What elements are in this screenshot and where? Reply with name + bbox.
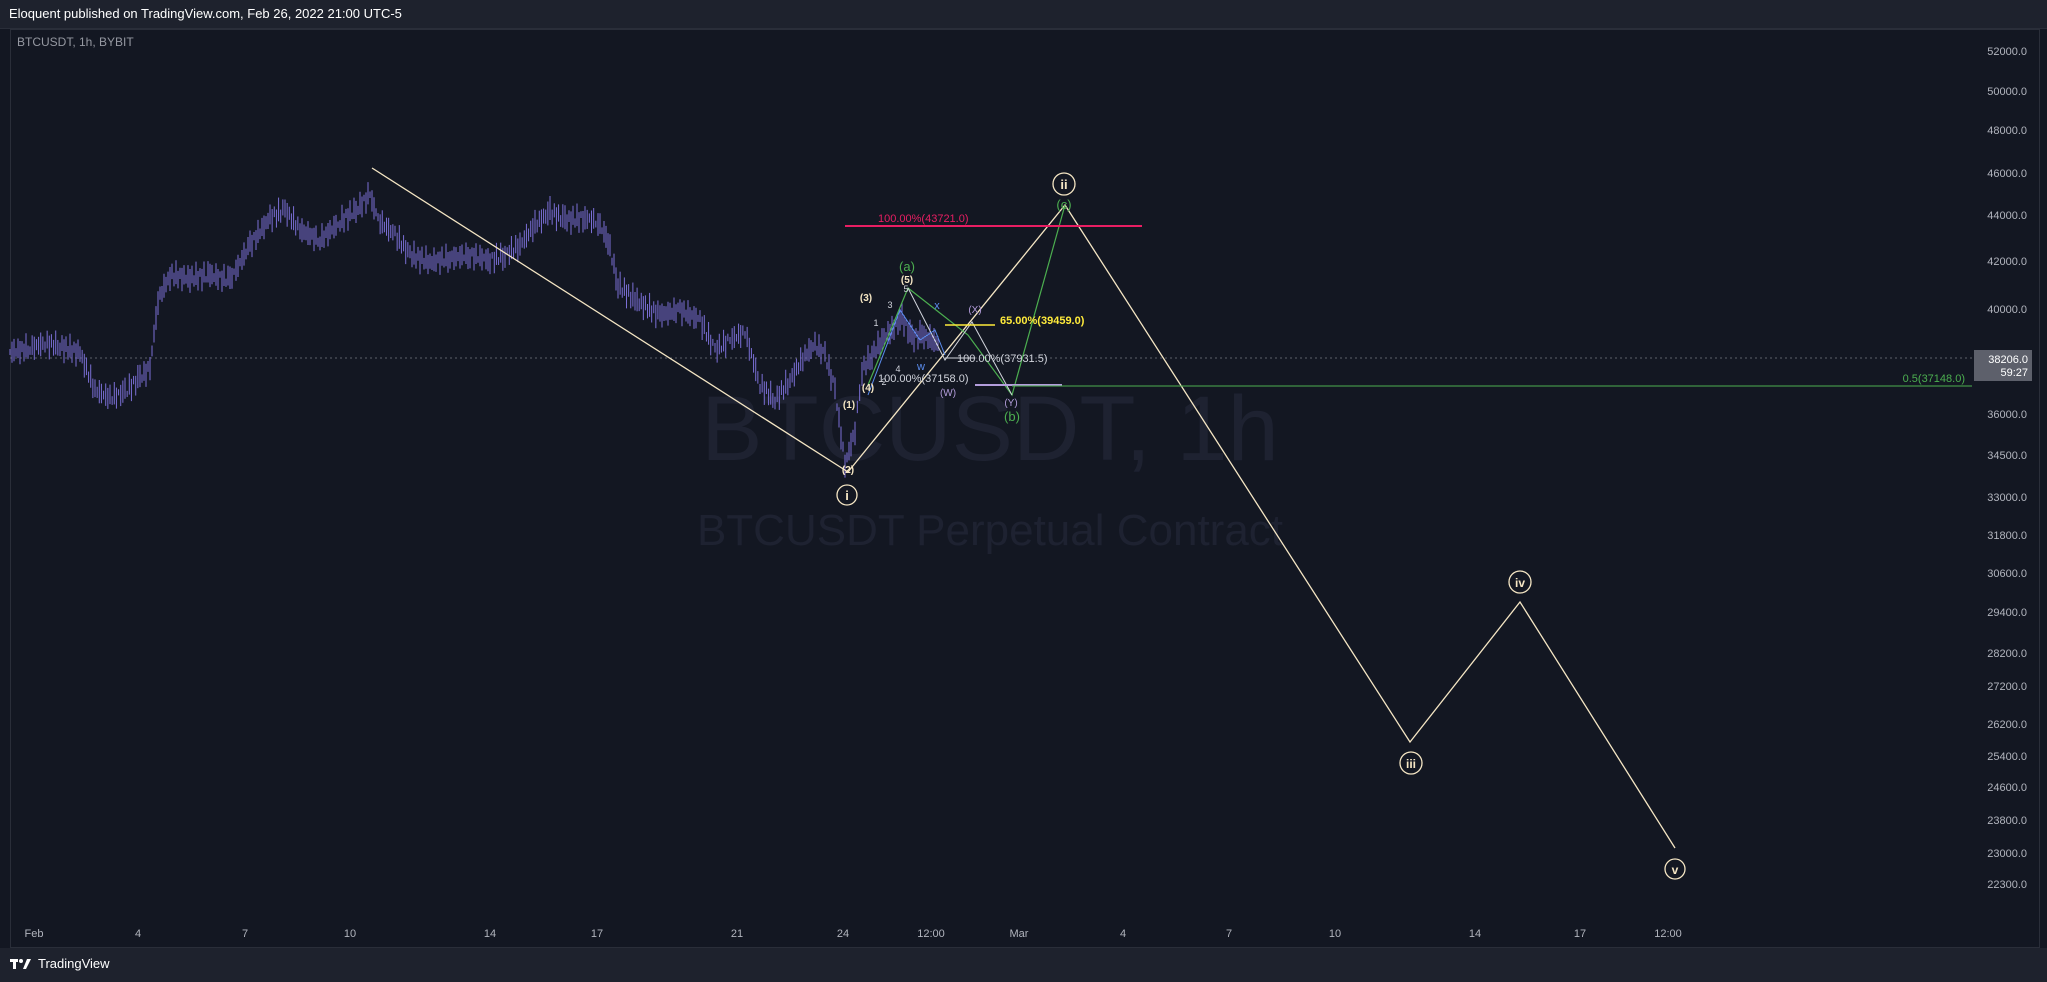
wxy-wave-line [907, 287, 1013, 396]
last-price-value: 38206.0 [1988, 354, 2028, 366]
wave-num-1: 1 [873, 318, 878, 328]
time-axis-label: 21 [731, 928, 743, 940]
price-axis-label: 31800.0 [1987, 530, 2027, 542]
wave-label-4: (4) [862, 383, 874, 394]
publish-title: Eloquent published on TradingView.com, F… [9, 6, 402, 21]
price-axis-label: 44000.0 [1987, 210, 2027, 222]
price-axis-label: 40000.0 [1987, 304, 2027, 316]
price-axis-label: 22300.0 [1987, 879, 2027, 891]
wave-label-w-small: w [916, 361, 925, 373]
trend-line [371, 167, 849, 473]
time-axis-label: 10 [1329, 928, 1341, 940]
price-axis-label: 50000.0 [1987, 86, 2027, 98]
wave-num-3: 3 [887, 300, 892, 310]
wave-label-c: (c) [1056, 197, 1071, 212]
tradingview-logo-icon [10, 958, 31, 969]
wave-label-a: (a) [899, 259, 915, 274]
time-axis-label: Feb [25, 928, 44, 940]
svg-text:iv: iv [1515, 576, 1525, 590]
wave-label-W: (W) [940, 388, 956, 399]
time-axis-label: 14 [1469, 928, 1481, 940]
time-axis-label: 14 [484, 928, 496, 940]
wave-num-4: 4 [895, 364, 900, 374]
wave-label-3: (3) [860, 293, 872, 304]
price-axis-label: 29400.0 [1987, 607, 2027, 619]
price-axis-label: 23800.0 [1987, 815, 2027, 827]
price-axis-label: 33000.0 [1987, 492, 2027, 504]
inner-wave-line [867, 308, 946, 396]
time-axis-label: 24 [837, 928, 849, 940]
last-price-tag: 38206.0 59:27 [1974, 350, 2032, 381]
svg-text:i: i [845, 488, 849, 503]
wave-projection-line [847, 203, 1676, 849]
svg-text:v: v [1672, 863, 1679, 877]
wave-num-5: 5 [903, 284, 908, 294]
price-candles [9, 182, 939, 478]
price-axis-label: 26200.0 [1987, 719, 2027, 731]
time-axis-label: 12:00 [917, 928, 945, 940]
fib-red-label: 100.00%(43721.0) [878, 213, 969, 225]
wave-num-2: 2 [881, 377, 886, 387]
price-axis-label: 34500.0 [1987, 450, 2027, 462]
time-axis-label: 4 [1120, 928, 1126, 940]
footer-bar: TradingView [0, 948, 2047, 982]
wave-label-5: (5) [901, 275, 913, 286]
price-axis-label: 28200.0 [1987, 648, 2027, 660]
time-axis-label: 4 [135, 928, 141, 940]
wave-label-v: v [1664, 858, 1686, 880]
time-axis-label: 10 [344, 928, 356, 940]
price-axis[interactable]: 52000.0 50000.0 48000.0 46000.0 44000.0 42000… [1987, 46, 2027, 891]
time-axis-label: 7 [242, 928, 248, 940]
watermark-description: BTCUSDT Perpetual Contract [697, 506, 1283, 555]
fib-white-label-1: 100.00%(37931.5) [957, 353, 1048, 365]
wave-label-x-small: x [934, 300, 940, 312]
price-axis-label: 42000.0 [1987, 256, 2027, 268]
tradingview-logo[interactable]: TradingView [10, 956, 110, 971]
time-axis-label: 17 [591, 928, 603, 940]
wave-label-1: (1) [843, 400, 855, 411]
time-axis-label: 7 [1226, 928, 1232, 940]
svg-text:ii: ii [1060, 177, 1067, 192]
price-axis-label: 46000.0 [1987, 168, 2027, 180]
wave-label-b: (b) [1004, 409, 1020, 424]
symbol-info: BTCUSDT, 1h, BYBIT [17, 35, 134, 49]
wave-label-Y: (Y) [1004, 398, 1017, 409]
watermark-symbol: BTCUSDT, 1h [701, 378, 1279, 480]
price-axis-label: 48000.0 [1987, 125, 2027, 137]
time-axis-label: Mar [1010, 928, 1029, 940]
time-axis-label: 17 [1574, 928, 1586, 940]
wave-label-ii: ii [1052, 172, 1076, 196]
price-axis-label: 27200.0 [1987, 681, 2027, 693]
time-axis-label: 12:00 [1654, 928, 1682, 940]
tradingview-brand: TradingView [38, 956, 110, 971]
price-axis-label: 36000.0 [1987, 409, 2027, 421]
last-price-countdown: 59:27 [2000, 367, 2028, 379]
publish-header: Eloquent published on TradingView.com, F… [0, 0, 2047, 29]
abc-wave-line [867, 204, 1066, 397]
fib-white-label-2: 100.00%(37158.0) [878, 373, 969, 385]
wave-label-i: i [836, 484, 858, 506]
wave-label-iii: iii [1399, 751, 1423, 775]
wave-label-iv: iv [1508, 570, 1532, 594]
price-axis-label: 30600.0 [1987, 568, 2027, 580]
wave-label-2: (2) [842, 465, 854, 476]
price-axis-label: 23000.0 [1987, 848, 2027, 860]
svg-text:iii: iii [1406, 757, 1416, 771]
price-axis-label: 52000.0 [1987, 46, 2027, 58]
wave-label-X: (X) [968, 305, 981, 316]
price-axis-label: 25400.0 [1987, 751, 2027, 763]
fib-yellow-label: 65.00%(39459.0) [1000, 315, 1085, 327]
time-axis[interactable]: Feb 4 7 10 14 17 21 24 12:00 Mar 4 7 10 14 17 12:00 [25, 928, 1682, 940]
chart-panel[interactable] [10, 29, 2040, 948]
fib-green-label: 0.5(37148.0) [1903, 373, 1965, 385]
price-axis-label: 24600.0 [1987, 782, 2027, 794]
